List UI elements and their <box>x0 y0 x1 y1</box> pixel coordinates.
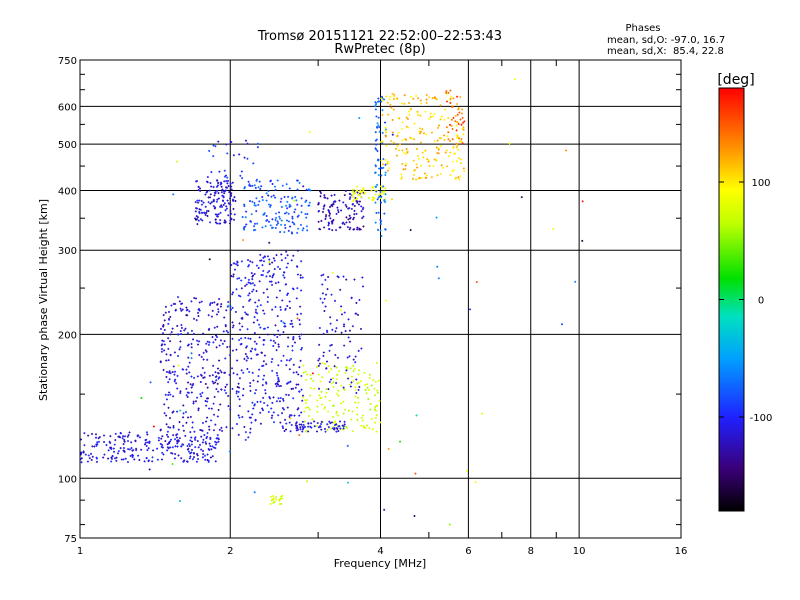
y-tick-label: 750 <box>58 56 77 67</box>
y-tick-label: 600 <box>58 102 77 113</box>
x-tick-label: 4 <box>377 546 383 557</box>
stats-line-o: mean, sd,O: -97.0, 16.7 <box>607 35 725 46</box>
x-tick-labels: 1 2 4 6 8 10 16 <box>77 546 688 557</box>
chart-title: Tromsø 20151121 22:52:00–22:53:43 <box>257 29 502 44</box>
x-axis-label: Frequency [MHz] <box>334 557 426 570</box>
x-tick-label: 8 <box>528 546 534 557</box>
stats-title: Phases <box>625 23 660 34</box>
plot-frame <box>79 59 682 539</box>
y-tick-label: 75 <box>64 534 77 545</box>
data-points <box>79 78 584 526</box>
y-tick-label: 200 <box>58 330 77 341</box>
x-tick-label: 6 <box>465 546 471 557</box>
y-tick-label: 500 <box>58 140 77 151</box>
grid-lines <box>80 60 681 538</box>
x-tick-label: 10 <box>573 546 586 557</box>
colorbar-tick-label: -100 <box>750 413 773 424</box>
y-tick-label: 100 <box>58 474 77 485</box>
colorbar-tick-label: 100 <box>751 178 770 189</box>
x-tick-label: 2 <box>227 546 233 557</box>
x-tick-label: 16 <box>675 546 688 557</box>
y-axis-label: Stationary phase Virtual Height [km] <box>37 199 50 401</box>
x-tick-label: 1 <box>77 546 83 557</box>
chart-subtitle: RwPretec (8p) <box>334 42 425 57</box>
stats-line-x: mean, sd,X: 85.4, 22.8 <box>607 46 724 57</box>
y-tick-label: 400 <box>58 186 77 197</box>
colorbar-label: [deg] <box>717 72 754 88</box>
colorbar-tick-label: 0 <box>758 296 764 307</box>
minor-ticks <box>80 60 681 538</box>
y-tick-labels: 75 100 200 300 400 500 600 750 <box>58 56 77 545</box>
colorbar-ticks: 100 0 -100 <box>719 178 772 424</box>
y-tick-label: 300 <box>58 246 77 257</box>
